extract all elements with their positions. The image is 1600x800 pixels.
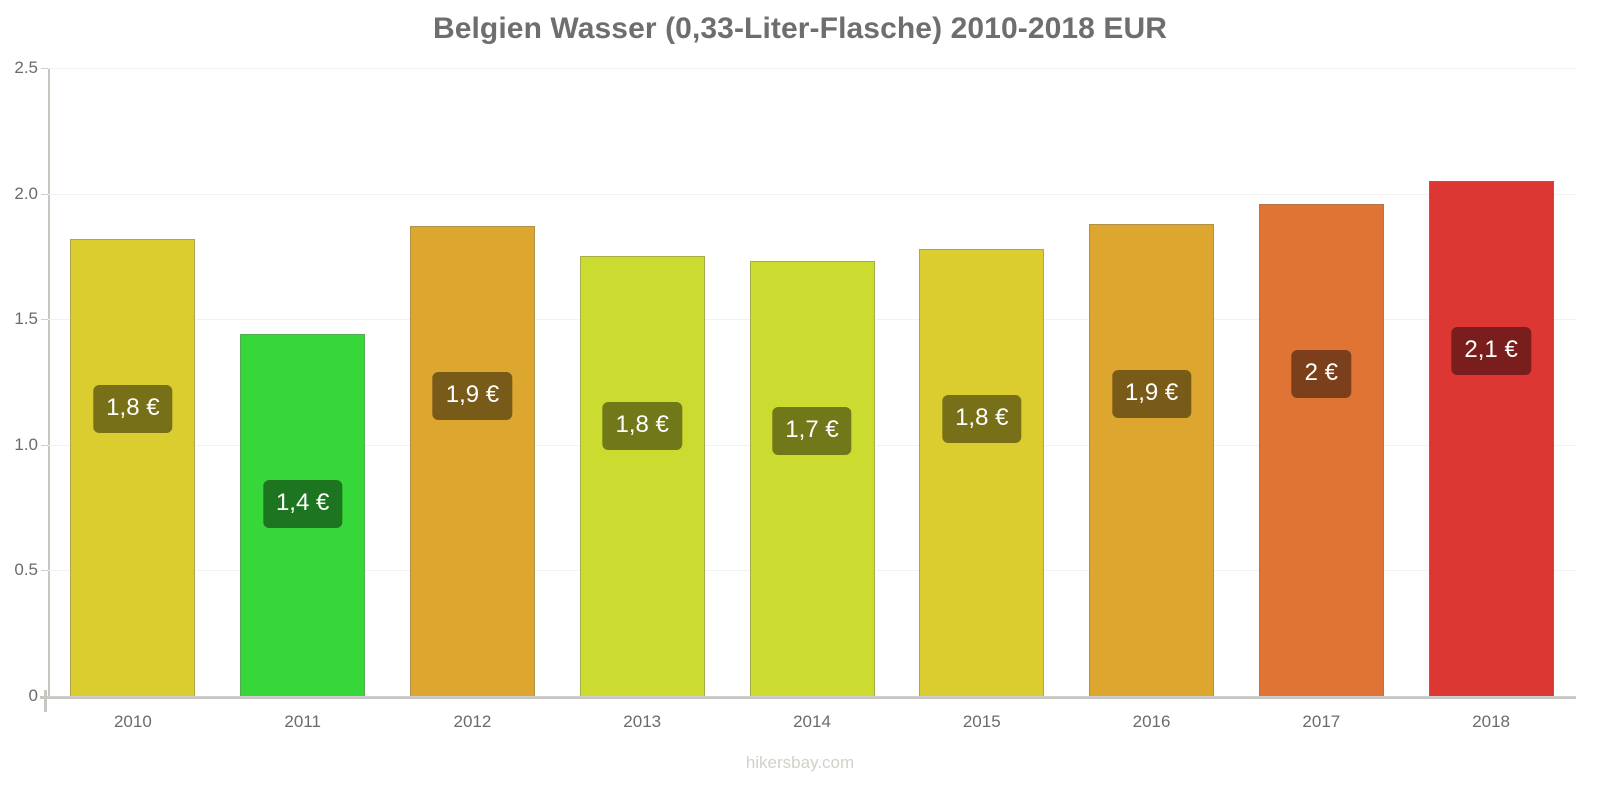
x-axis-tick-label-2012: 2012 (453, 712, 492, 731)
bar-value-label-2017: 2 € (1291, 349, 1352, 398)
gridline (48, 68, 1576, 69)
bar-value-label-2011: 1,4 € (262, 480, 343, 529)
x-axis-tick-label-2018: 2018 (1472, 712, 1511, 731)
x-axis-line (40, 696, 1576, 699)
footer-credit: hikersbay.com (745, 753, 855, 772)
bar-2013[interactable] (579, 256, 705, 696)
y-axis-tick-label: 2.5 (14, 58, 38, 77)
x-axis-tick-label-2016: 2016 (1132, 712, 1171, 731)
plot-area: 1,8 € 1,4 € 1,9 € 1,8 € 1,7 € 1,8 € 1,9 € 2 € 2,… (48, 68, 1576, 697)
x-axis-tick-label-2014: 2014 (793, 712, 831, 731)
x-axis-tick-label-2017: 2017 (1302, 712, 1341, 731)
bar-2014[interactable] (749, 261, 875, 696)
y-axis-tick-label: 0 (28, 686, 38, 705)
y-axis-tick-mark (41, 570, 48, 572)
x-axis-tick-label-2010: 2010 (113, 712, 152, 731)
y-axis-tick-mark (41, 319, 48, 321)
gridline (48, 193, 1576, 195)
bar-2018[interactable] (1428, 181, 1554, 696)
bar-2010[interactable] (70, 238, 196, 696)
y-axis-bottom-tick (44, 690, 47, 712)
y-axis-tick-label: 2.0 (14, 183, 38, 203)
bar-value-label-2012: 1,9 € (432, 372, 513, 421)
y-axis-tick-label: 1.5 (14, 309, 38, 329)
bar-value-label-2014: 1,7 € (772, 407, 852, 456)
x-axis-tick-label-2015: 2015 (962, 712, 1001, 731)
bar-2011[interactable] (240, 334, 366, 696)
y-axis-line (48, 68, 50, 696)
y-axis-tick-mark (41, 193, 48, 195)
bar-2012[interactable] (409, 226, 535, 696)
bar-2015[interactable] (919, 248, 1045, 696)
x-axis-tick-label-2011: 2011 (284, 712, 321, 731)
bar-2017[interactable] (1258, 203, 1384, 696)
y-axis-tick-label: 1.0 (14, 434, 38, 454)
bar-value-label-2013: 1,8 € (602, 402, 682, 451)
page-title: Belgien Wasser (0,33-Liter-Flasche) 2010… (432, 12, 1168, 45)
y-axis-tick-mark (41, 68, 48, 69)
bar-value-label-2016: 1,9 € (1111, 369, 1192, 418)
bar-2016[interactable] (1089, 223, 1215, 696)
bar-value-label-2015: 1,8 € (942, 394, 1022, 443)
x-axis-tick-label-2013: 2013 (623, 712, 662, 731)
gridline (48, 696, 1576, 697)
bar-value-label-2010: 1,8 € (93, 384, 173, 433)
y-axis-tick-mark (41, 444, 48, 446)
bar-value-label-2018: 2,1 € (1451, 327, 1531, 376)
y-axis-tick-label: 0.5 (14, 560, 38, 580)
